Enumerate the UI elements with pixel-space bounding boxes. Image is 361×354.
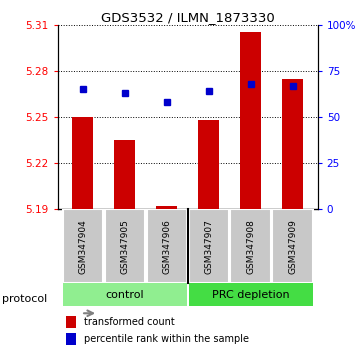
Bar <box>66 316 76 329</box>
Bar <box>63 210 103 283</box>
Bar <box>73 117 93 210</box>
Text: GSM347908: GSM347908 <box>246 219 255 274</box>
Bar <box>105 210 145 283</box>
Bar <box>188 210 229 283</box>
Text: protocol: protocol <box>2 294 47 304</box>
Bar <box>156 206 177 210</box>
Text: percentile rank within the sample: percentile rank within the sample <box>84 334 249 344</box>
Bar <box>198 120 219 210</box>
Bar <box>282 79 303 210</box>
Bar <box>66 332 76 345</box>
Title: GDS3532 / ILMN_1873330: GDS3532 / ILMN_1873330 <box>101 11 275 24</box>
Text: GSM347907: GSM347907 <box>204 219 213 274</box>
Text: GSM347904: GSM347904 <box>78 219 87 274</box>
Bar <box>240 33 261 210</box>
Bar <box>273 210 313 283</box>
Text: GSM347905: GSM347905 <box>120 219 129 274</box>
Text: PRC depletion: PRC depletion <box>212 290 290 299</box>
Bar <box>147 210 187 283</box>
Text: GSM347909: GSM347909 <box>288 219 297 274</box>
Text: control: control <box>105 290 144 299</box>
Text: transformed count: transformed count <box>84 317 174 327</box>
Bar <box>230 210 271 283</box>
Text: GSM347906: GSM347906 <box>162 219 171 274</box>
Bar <box>114 140 135 210</box>
Bar <box>188 283 313 306</box>
Bar <box>63 283 187 306</box>
